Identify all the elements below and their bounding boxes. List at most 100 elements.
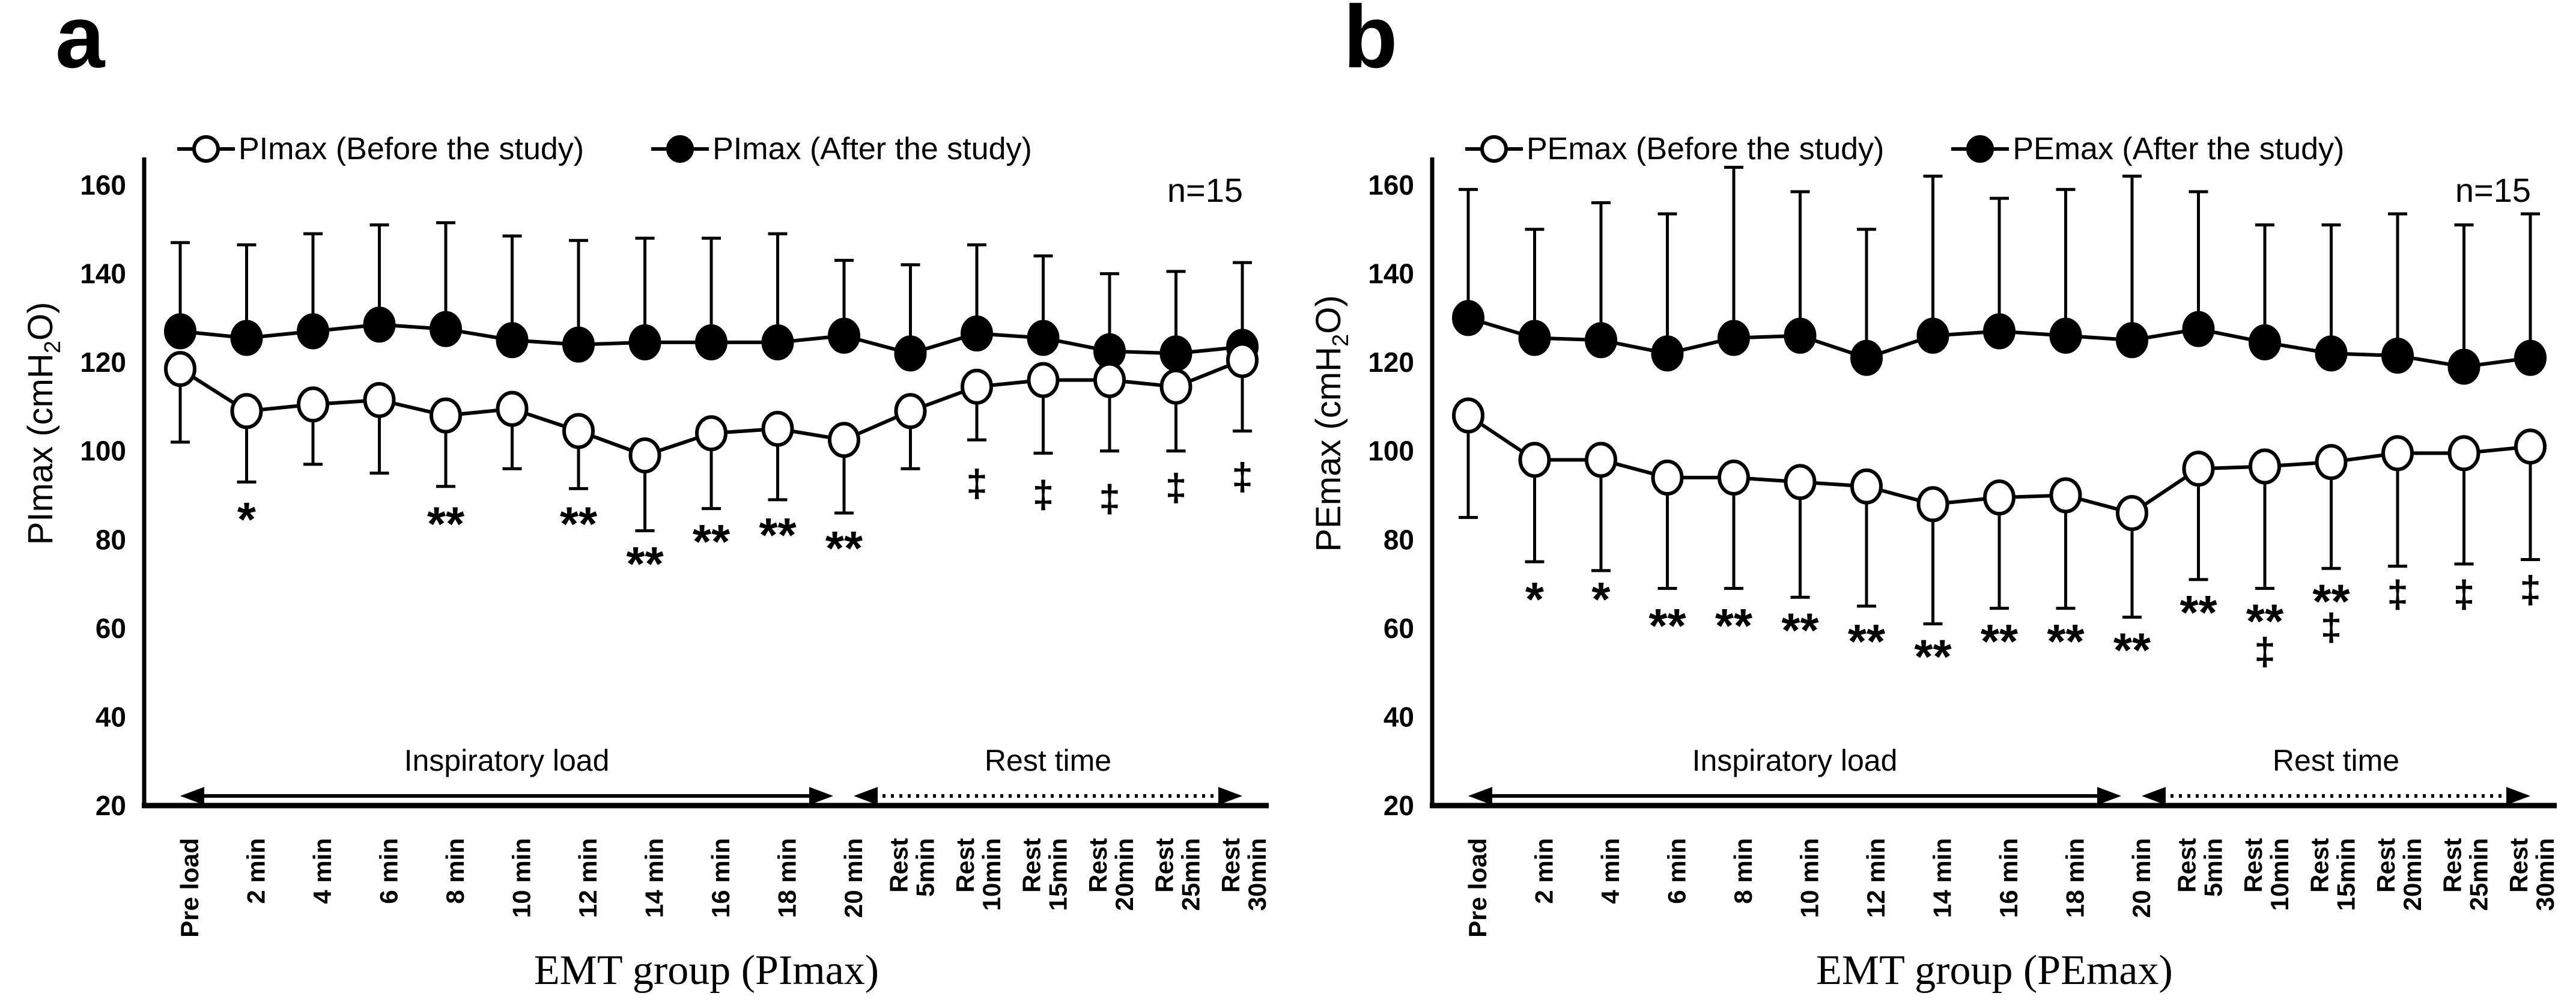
svg-text:Rest: Rest — [951, 838, 979, 893]
svg-text:5min: 5min — [911, 838, 940, 897]
legend-item-before: PImax (Before the study) — [177, 131, 584, 167]
chart-a: 20 40 60 80 100 120 140 160 Pre load 2 min 4 min 6 … — [80, 157, 1271, 938]
svg-text:Rest: Rest — [1084, 838, 1112, 893]
svg-text:**: ** — [759, 508, 797, 562]
y-axis-title-a-pre: PImax (cmH — [21, 353, 61, 545]
svg-text:10 min: 10 min — [508, 838, 536, 918]
svg-text:Rest: Rest — [2505, 838, 2533, 893]
svg-text:Rest: Rest — [2306, 838, 2334, 893]
svg-text:‡: ‡ — [2254, 630, 2276, 673]
y-axis-title-b-pre: PEmax (cmH — [1309, 347, 1349, 552]
svg-text:**: ** — [427, 497, 465, 550]
svg-text:‡: ‡ — [966, 461, 988, 505]
svg-text:6 min: 6 min — [1663, 838, 1691, 904]
open-circle-marker-icon — [177, 134, 235, 164]
legend-label-after: PEmax (After the study) — [2012, 132, 2345, 166]
svg-text:15min: 15min — [1044, 838, 1072, 911]
svg-text:18 min: 18 min — [2061, 838, 2089, 918]
legend-item-after: PEmax (After the study) — [1951, 131, 2344, 167]
svg-text:10 min: 10 min — [1796, 838, 1824, 918]
svg-text:2 min: 2 min — [1530, 838, 1558, 904]
svg-text:‡: ‡ — [2520, 568, 2541, 611]
svg-text:‡: ‡ — [2387, 572, 2408, 616]
svg-text:*: * — [1591, 572, 1611, 626]
svg-text:25min: 25min — [2465, 838, 2493, 911]
svg-text:**: ** — [825, 521, 863, 575]
svg-text:**: ** — [626, 537, 664, 591]
svg-text:25min: 25min — [1177, 838, 1205, 911]
svg-text:20min: 20min — [2398, 838, 2426, 911]
svg-text:140: 140 — [1368, 258, 1414, 290]
svg-text:Pre load: Pre load — [1463, 838, 1492, 938]
svg-text:**: ** — [2312, 575, 2350, 628]
x-axis-title-a: EMT group (PImax) — [533, 947, 879, 994]
svg-text:2 min: 2 min — [242, 838, 270, 904]
sample-size-label-b: n=15 — [2455, 171, 2531, 209]
svg-text:14 min: 14 min — [1928, 838, 1957, 918]
svg-text:120: 120 — [80, 347, 126, 378]
legend-label-after: PImax (After the study) — [712, 132, 1032, 166]
panel-a: 20 40 60 80 100 120 140 160 Pre load 2 min 4 min 6 … — [21, 0, 1271, 994]
svg-text:60: 60 — [96, 613, 126, 644]
svg-text:**: ** — [1781, 603, 1819, 657]
svg-text:40: 40 — [96, 701, 126, 732]
panel-letter-b: b — [1343, 0, 1398, 87]
svg-text:140: 140 — [80, 258, 126, 290]
y-axis-title-a-post: O) — [21, 302, 61, 341]
legend-item-after: PImax (After the study) — [651, 131, 1032, 167]
svg-text:8 min: 8 min — [1729, 838, 1757, 904]
svg-text:20 min: 20 min — [2127, 838, 2155, 918]
svg-text:100: 100 — [1368, 436, 1414, 467]
y-axis-title-b: PEmax (cmH2O) — [1308, 295, 1354, 551]
svg-text:10min: 10min — [977, 838, 1006, 911]
x-axis-title-b: EMT group (PEmax) — [1816, 947, 2173, 994]
svg-text:Rest: Rest — [2438, 838, 2467, 893]
legend-label-before: PEmax (Before the study) — [1526, 132, 1885, 166]
svg-text:40: 40 — [1384, 701, 1414, 732]
svg-text:20 min: 20 min — [839, 838, 867, 918]
svg-text:‡: ‡ — [1033, 473, 1054, 516]
legend-item-before: PEmax (Before the study) — [1465, 131, 1884, 167]
svg-text:‡: ‡ — [1099, 477, 1120, 520]
svg-text:10min: 10min — [2265, 838, 2294, 911]
panel-letter-a: a — [55, 0, 105, 87]
svg-text:‡: ‡ — [1232, 455, 1253, 498]
svg-text:12 min: 12 min — [1862, 838, 1890, 918]
y-axis-title-a-sub: 2 — [40, 341, 65, 354]
sample-size-label-a: n=15 — [1167, 171, 1243, 209]
svg-text:**: ** — [693, 515, 731, 568]
svg-text:30min: 30min — [1243, 838, 1271, 911]
svg-text:8 min: 8 min — [441, 838, 469, 904]
svg-text:60: 60 — [1384, 613, 1414, 644]
svg-text:‡: ‡ — [2453, 572, 2475, 616]
svg-text:Rest: Rest — [2173, 838, 2201, 893]
legend-b: PEmax (Before the study) PEmax (After th… — [1465, 131, 2344, 167]
svg-text:18 min: 18 min — [773, 838, 801, 918]
filled-circle-marker-icon — [651, 134, 709, 164]
svg-text:Pre load: Pre load — [175, 838, 204, 938]
svg-text:**: ** — [2113, 624, 2151, 677]
svg-text:Rest: Rest — [2372, 838, 2400, 893]
svg-text:**: ** — [560, 497, 598, 550]
svg-text:**: ** — [1648, 599, 1686, 652]
svg-text:*: * — [237, 493, 257, 546]
svg-text:160: 160 — [1368, 169, 1414, 201]
svg-text:**: ** — [1715, 599, 1753, 652]
y-axis-title-b-sub: 2 — [1328, 333, 1353, 347]
svg-text:Rest: Rest — [2239, 838, 2267, 893]
svg-text:Rest: Rest — [885, 838, 913, 893]
svg-text:100: 100 — [80, 436, 126, 467]
svg-text:120: 120 — [1368, 347, 1414, 378]
svg-text:**: ** — [1981, 615, 2019, 668]
svg-text:Inspiratory load: Inspiratory load — [404, 744, 610, 777]
svg-text:Inspiratory load: Inspiratory load — [1692, 744, 1898, 777]
svg-text:*: * — [1525, 572, 1545, 626]
svg-text:Rest: Rest — [1150, 838, 1179, 893]
open-circle-marker-icon — [1465, 134, 1523, 164]
y-axis-title-b-post: O) — [1309, 295, 1349, 334]
svg-text:**: ** — [1848, 615, 1886, 668]
chart-b: 20 40 60 80 100 120 140 160 Pre load 2 min 4 min 6 … — [1368, 157, 2559, 938]
svg-text:4 min: 4 min — [1596, 838, 1624, 904]
svg-text:6 min: 6 min — [375, 838, 403, 904]
svg-text:20min: 20min — [1110, 838, 1138, 911]
